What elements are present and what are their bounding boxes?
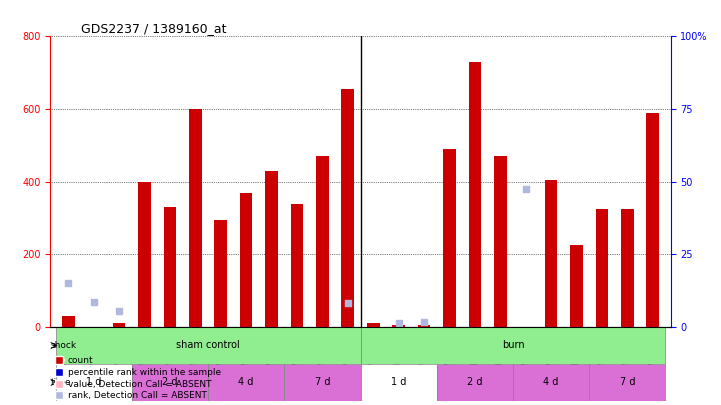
FancyBboxPatch shape xyxy=(56,364,132,401)
Point xyxy=(418,318,430,325)
FancyBboxPatch shape xyxy=(56,327,360,364)
Bar xyxy=(62,316,74,327)
Point xyxy=(520,186,531,192)
Bar xyxy=(240,193,252,327)
Point xyxy=(342,300,353,307)
FancyBboxPatch shape xyxy=(284,364,360,401)
Text: sham control: sham control xyxy=(176,341,240,350)
Text: GDS2237 / 1389160_at: GDS2237 / 1389160_at xyxy=(81,22,227,35)
Bar xyxy=(342,89,354,327)
Bar xyxy=(647,113,659,327)
Bar xyxy=(164,207,176,327)
FancyBboxPatch shape xyxy=(437,364,513,401)
FancyBboxPatch shape xyxy=(513,364,589,401)
Text: 1 d: 1 d xyxy=(391,377,407,388)
Point xyxy=(63,280,74,287)
Bar xyxy=(392,325,405,327)
FancyBboxPatch shape xyxy=(360,364,437,401)
Text: 7 d: 7 d xyxy=(619,377,635,388)
Bar xyxy=(417,325,430,327)
Bar xyxy=(596,209,609,327)
Bar xyxy=(189,109,202,327)
Point xyxy=(88,298,99,305)
Bar xyxy=(265,171,278,327)
Text: 4 d: 4 d xyxy=(239,377,254,388)
Point xyxy=(113,307,125,314)
Bar xyxy=(494,156,507,327)
Bar xyxy=(545,180,557,327)
Text: time: time xyxy=(51,378,71,387)
Bar xyxy=(138,182,151,327)
Text: shock: shock xyxy=(51,341,77,350)
Bar xyxy=(621,209,634,327)
Bar xyxy=(316,156,329,327)
Bar xyxy=(214,220,227,327)
Bar xyxy=(570,245,583,327)
Bar xyxy=(291,203,304,327)
Bar xyxy=(443,149,456,327)
FancyBboxPatch shape xyxy=(589,364,665,401)
Text: 7 d: 7 d xyxy=(314,377,330,388)
Bar xyxy=(367,323,379,327)
Text: 1 d: 1 d xyxy=(86,377,102,388)
Point xyxy=(393,320,404,326)
Bar xyxy=(112,323,125,327)
FancyBboxPatch shape xyxy=(208,364,284,401)
Legend: count, percentile rank within the sample, value, Detection Call = ABSENT, rank, : count, percentile rank within the sample… xyxy=(55,356,221,401)
Text: burn: burn xyxy=(502,341,524,350)
FancyBboxPatch shape xyxy=(132,364,208,401)
Bar xyxy=(469,62,481,327)
FancyBboxPatch shape xyxy=(360,327,665,364)
Text: 2 d: 2 d xyxy=(162,377,177,388)
Text: 4 d: 4 d xyxy=(544,377,559,388)
Text: 2 d: 2 d xyxy=(467,377,482,388)
